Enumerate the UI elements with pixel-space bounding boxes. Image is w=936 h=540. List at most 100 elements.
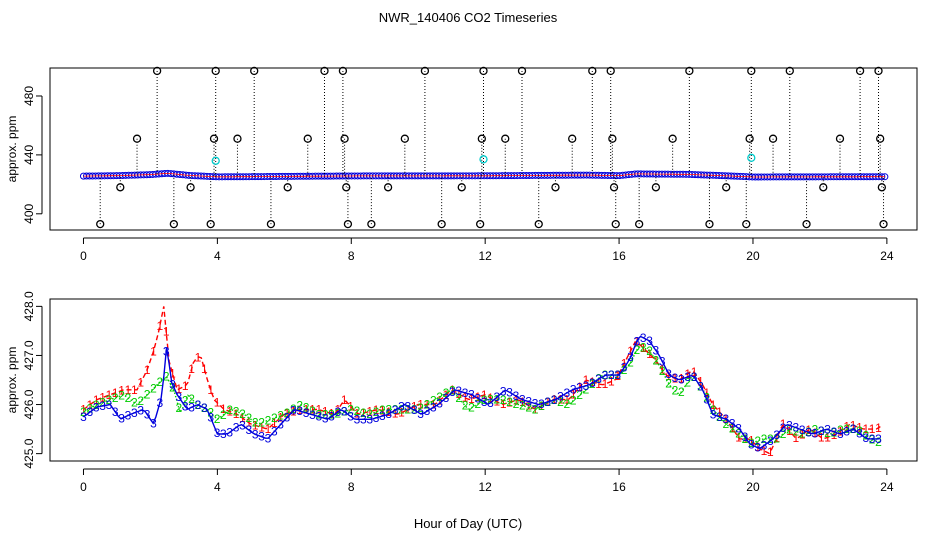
series-marker-3: 3	[544, 395, 551, 409]
series-marker-2: 2	[252, 415, 259, 429]
series-marker-2: 2	[703, 391, 710, 405]
series-marker-3: 3	[93, 400, 100, 414]
y-tick-label: 425.0	[22, 438, 36, 468]
outlier-point	[768, 134, 778, 143]
series-marker-2: 2	[583, 383, 590, 397]
series-marker-3: 3	[169, 377, 176, 391]
series-marker-2: 2	[843, 422, 850, 436]
series-marker-3: 3	[137, 404, 144, 418]
y-tick-label: 400	[22, 203, 36, 223]
series-marker-3: 3	[118, 412, 125, 426]
cyan-point	[211, 156, 220, 165]
outlier-point	[685, 66, 694, 76]
series-marker-1: 1	[589, 375, 596, 389]
series-marker-2: 2	[93, 398, 100, 412]
outlier-point	[343, 219, 353, 229]
series-marker-3: 3	[347, 409, 354, 423]
series-marker-3: 3	[799, 423, 806, 437]
series-marker-2: 2	[850, 422, 857, 436]
series-marker-2: 2	[665, 377, 672, 391]
series-marker-2: 2	[570, 394, 577, 408]
outlier-point	[879, 219, 888, 229]
outlier-point	[283, 183, 292, 192]
series-marker-3: 3	[780, 421, 787, 435]
series-marker-3: 3	[875, 432, 882, 446]
outlier-point	[877, 183, 887, 192]
series-marker-2: 2	[99, 395, 106, 409]
series-marker-3: 3	[131, 406, 138, 420]
series-marker-2: 2	[233, 404, 240, 418]
series-marker-3: 3	[195, 398, 202, 412]
series-marker-1: 1	[513, 393, 520, 407]
series-marker-1: 1	[379, 404, 386, 418]
series-marker-3: 3	[207, 411, 214, 425]
series-marker-2: 2	[239, 407, 246, 421]
series-marker-1: 1	[824, 430, 831, 444]
series-marker-2: 2	[245, 411, 252, 425]
series-marker-3: 3	[519, 393, 526, 407]
x-axis-label: Hour of Day (UTC)	[414, 516, 522, 531]
x-tick-label: 8	[348, 480, 355, 494]
series-marker-3: 3	[595, 372, 602, 386]
series-marker-2: 2	[125, 391, 132, 405]
series-marker-3: 3	[277, 418, 284, 432]
series-marker-2: 2	[875, 435, 882, 449]
series-marker-2: 2	[856, 424, 863, 438]
series-marker-3: 3	[417, 407, 424, 421]
series-marker-1: 1	[424, 398, 431, 412]
series-marker-2: 2	[86, 401, 93, 415]
series-marker-3: 3	[424, 404, 431, 418]
series-marker-3: 3	[201, 401, 208, 415]
series-marker-1: 1	[684, 367, 691, 381]
series-marker-2: 2	[735, 426, 742, 440]
outlier-point	[340, 134, 349, 143]
outlier-point	[152, 66, 162, 76]
top-panel: 0 4 8 12 16 20 24 400 440 480 approx. ppm	[5, 66, 918, 263]
series-marker-2: 2	[519, 399, 526, 413]
series-marker-3: 3	[99, 399, 106, 413]
series-marker-1: 1	[608, 375, 615, 389]
series-marker-1: 1	[271, 416, 278, 430]
series-marker-3: 3	[379, 409, 386, 423]
x-tick-label: 16	[612, 249, 626, 263]
outlier-point	[169, 219, 179, 229]
series-marker-1: 1	[207, 383, 214, 397]
series-marker-3: 3	[233, 421, 240, 435]
series-marker-1: 1	[748, 434, 755, 448]
series-marker-2: 2	[525, 400, 532, 414]
outlier-point	[651, 183, 661, 192]
outlier-point	[855, 66, 865, 76]
outlier-point	[383, 183, 393, 192]
series-marker-3: 3	[716, 410, 723, 424]
bottom-plot-frame	[49, 298, 918, 462]
outlier-point	[668, 134, 677, 143]
series-marker-2: 2	[417, 401, 424, 415]
series-marker-1: 1	[156, 319, 163, 333]
cyan-point	[479, 155, 488, 164]
series-marker-1: 1	[843, 420, 850, 434]
series-marker-1: 1	[347, 399, 354, 413]
x-tick-label: 0	[80, 480, 87, 494]
series-marker-2: 2	[773, 432, 780, 446]
series-marker-2: 2	[659, 364, 666, 378]
series-marker-2: 2	[80, 405, 87, 419]
series-marker-3: 3	[761, 439, 768, 453]
series-marker-1: 1	[80, 402, 87, 416]
baseline-line	[83, 172, 885, 178]
series-marker-2: 2	[290, 402, 297, 416]
series-marker-1: 1	[455, 387, 462, 401]
series-marker-1: 1	[303, 402, 310, 416]
series-marker-2: 2	[532, 402, 539, 416]
series-marker-1: 1	[875, 421, 882, 435]
series-marker-2: 2	[131, 396, 138, 410]
series-marker-1: 1	[296, 403, 303, 417]
series-marker-3: 3	[385, 407, 392, 421]
series-marker-1: 1	[315, 403, 322, 417]
series-marker-2: 2	[761, 432, 768, 446]
series-marker-1: 1	[385, 405, 392, 419]
series-marker-3: 3	[697, 379, 704, 393]
series-marker-3: 3	[621, 361, 628, 375]
series-marker-3: 3	[589, 376, 596, 390]
series-marker-3: 3	[252, 427, 259, 441]
series-marker-3: 3	[436, 396, 443, 410]
